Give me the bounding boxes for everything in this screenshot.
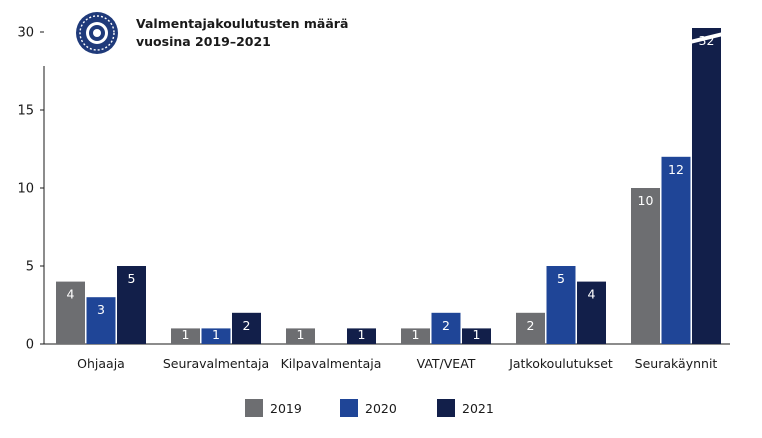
bar-2020-1: [201, 328, 231, 344]
data-label: 4: [67, 287, 75, 302]
y-axis-ticks: 0 5 10 15 30: [17, 26, 44, 353]
data-label: 1: [182, 327, 190, 342]
bar-2020-4: [546, 266, 576, 344]
data-label: 10: [638, 193, 654, 208]
legend-swatch: [340, 399, 358, 417]
legend-label: 2021: [462, 401, 494, 416]
category-label: Ohjaaja: [77, 356, 125, 371]
bar-2021-3: [462, 328, 491, 344]
axis-break-mark: [690, 32, 723, 44]
bar-2021-2: [347, 328, 376, 344]
y-tick-label: 30: [17, 26, 34, 41]
data-label: 5: [128, 271, 136, 286]
category-label: VAT/VEAT: [417, 356, 476, 371]
bar-2019-0: [56, 281, 85, 344]
bar-2021-5: [692, 28, 721, 344]
y-tick-label: 0: [26, 338, 34, 353]
chart-title-line-1: Valmentajakoulutusten määrä: [136, 16, 348, 31]
data-label: 12: [668, 162, 684, 177]
data-label: 2: [527, 318, 535, 333]
circular-emblem-icon: [76, 12, 118, 54]
data-label: 4: [588, 287, 596, 302]
data-label: 3: [97, 302, 105, 317]
legend-label: 2020: [365, 401, 397, 416]
bar-2019-4: [516, 312, 545, 344]
bar-2021-0: [117, 266, 146, 344]
bars-group: [56, 28, 723, 344]
data-label: 1: [212, 327, 220, 342]
data-label: 1: [412, 327, 420, 342]
category-labels-group: Ohjaaja Seuravalmentaja Kilpavalmentaja VAT…: [77, 356, 717, 371]
legend: 2019 2020 2021: [245, 399, 494, 417]
bar-2021-4: [577, 281, 606, 344]
y-tick-label: 5: [26, 260, 34, 275]
legend-swatch: [437, 399, 455, 417]
legend-swatch: [245, 399, 263, 417]
bar-2021-1: [232, 312, 261, 344]
category-label: Jatkokoulutukset: [508, 356, 613, 371]
bar-2020-3: [431, 312, 461, 344]
chart-title-line-2: vuosina 2019–2021: [136, 34, 271, 49]
category-label: Seuravalmentaja: [163, 356, 269, 371]
bar-2019-1: [171, 328, 200, 344]
data-label: 1: [297, 327, 305, 342]
bar-2019-2: [286, 328, 315, 344]
data-label: 0: [327, 327, 335, 342]
category-label: Kilpavalmentaja: [281, 356, 382, 371]
legend-label: 2019: [270, 401, 302, 416]
bar-2019-3: [401, 328, 430, 344]
bar-2020-0: [86, 297, 116, 344]
bar-2020-5: [661, 156, 691, 344]
data-label: 1: [358, 327, 366, 342]
y-tick-label: 10: [17, 182, 34, 197]
data-label: 32: [699, 33, 715, 48]
data-label: 2: [442, 318, 450, 333]
category-label: Seurakäynnit: [635, 356, 718, 371]
data-label: 1: [473, 327, 481, 342]
y-tick-label: 15: [17, 104, 34, 119]
data-label: 2: [243, 318, 251, 333]
data-label: 5: [557, 271, 565, 286]
bar-2019-5: [631, 188, 660, 344]
